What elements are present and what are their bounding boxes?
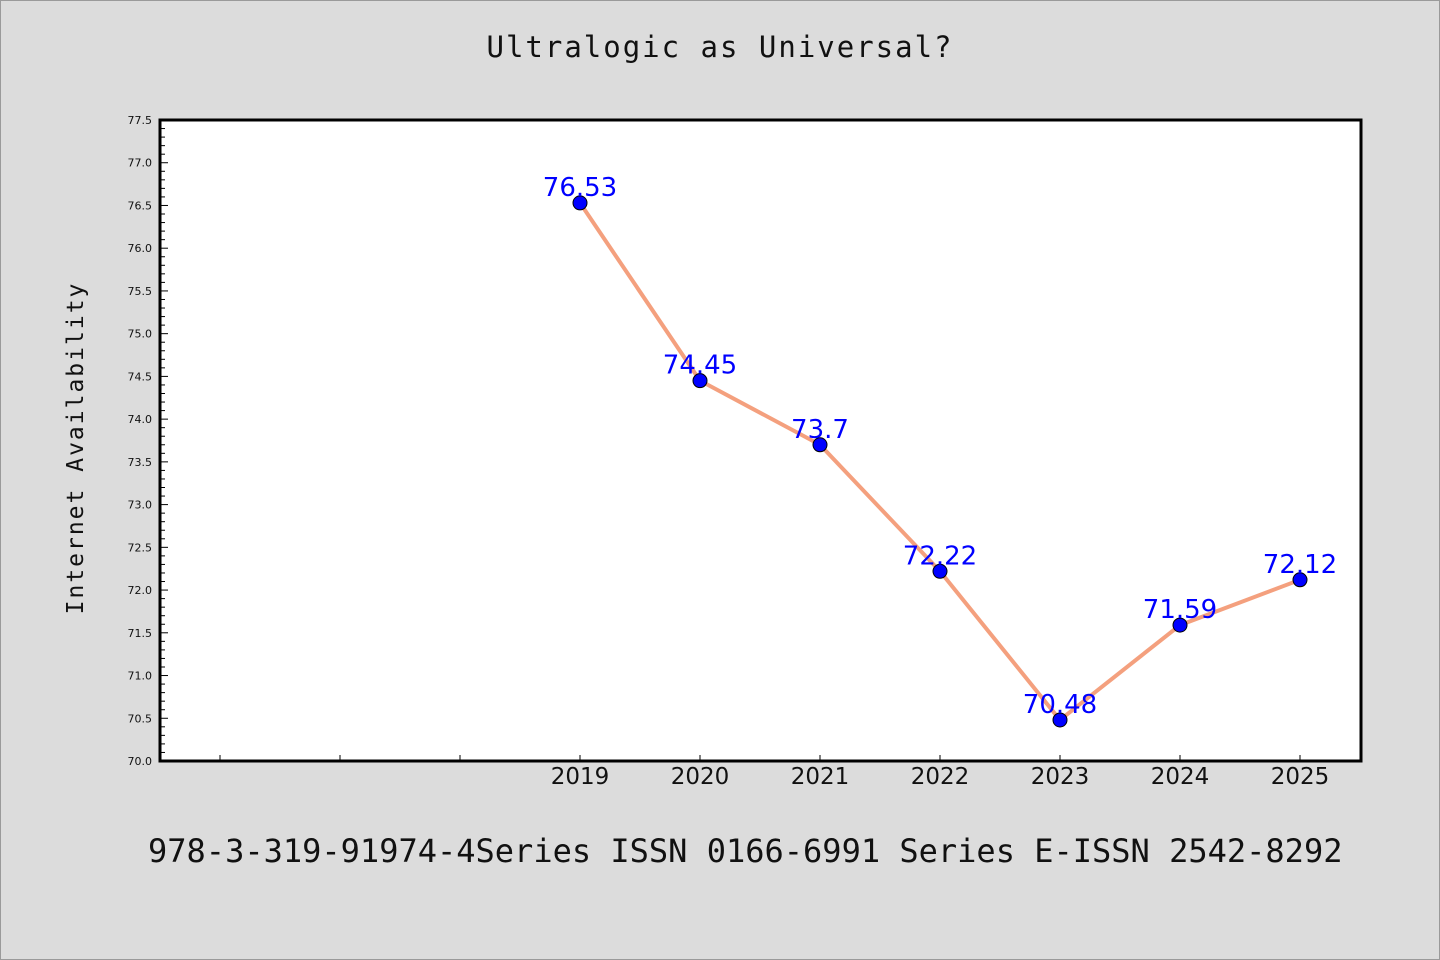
y-tick-label: 76.5 [128, 199, 153, 212]
data-point [1052, 712, 1068, 728]
data-label: 70.48 [1023, 690, 1097, 720]
y-tick-label: 77.0 [128, 157, 153, 170]
y-tick-label: 71.0 [128, 670, 153, 683]
y-tick-label: 74.0 [128, 413, 153, 426]
data-label: 76.53 [543, 173, 617, 203]
chart-title: Ultralogic as Universal? [486, 30, 954, 64]
y-tick-label: 70.5 [128, 712, 153, 725]
data-label: 73.7 [791, 415, 849, 445]
data-point [692, 373, 708, 389]
data-point [932, 563, 948, 579]
x-tick-label: 2019 [551, 764, 610, 790]
x-tick-label: 2021 [791, 764, 850, 790]
data-label: 74.45 [663, 351, 737, 381]
footer-text: 978-3-319-91974-4Series ISSN 0166-6991 S… [148, 832, 1343, 870]
y-tick-label: 73.0 [128, 499, 153, 512]
x-tick-label: 2025 [1271, 764, 1330, 790]
data-point [1292, 572, 1308, 588]
data-label: 72.12 [1263, 550, 1337, 580]
data-point [1172, 617, 1188, 633]
y-tick-label: 73.5 [128, 456, 153, 469]
y-tick-label: 70.0 [128, 755, 153, 768]
y-tick-label: 77.5 [128, 114, 153, 127]
plot-area [158, 118, 1363, 763]
y-tick-label: 72.5 [128, 541, 153, 554]
y-tick-label: 76.0 [128, 242, 153, 255]
x-tick-label: 2023 [1031, 764, 1090, 790]
data-label: 72.22 [903, 541, 977, 571]
data-label: 71.59 [1143, 595, 1217, 625]
data-point [572, 195, 588, 211]
y-tick-label: 75.0 [128, 328, 153, 341]
y-tick-label: 71.5 [128, 627, 153, 640]
y-tick-label: 74.5 [128, 370, 153, 383]
data-point [812, 437, 828, 453]
y-tick-label: 75.5 [128, 285, 153, 298]
x-tick-label: 2020 [671, 764, 730, 790]
y-tick-label: 72.0 [128, 584, 153, 597]
x-tick-label: 2022 [911, 764, 970, 790]
x-tick-label: 2024 [1151, 764, 1210, 790]
